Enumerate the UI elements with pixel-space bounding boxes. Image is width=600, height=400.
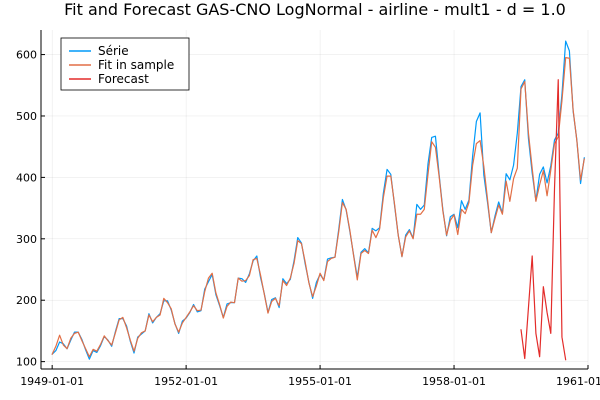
series-line-fit-in-sample: [51, 57, 585, 358]
y-tick-label: 200: [16, 294, 37, 307]
axes: 1949-01-01 1952-01-01 1955-01-01 1958-01-01…: [16, 30, 600, 388]
y-tick-label: 300: [16, 233, 37, 246]
y-tick-label: 100: [16, 356, 37, 369]
legend-box: [60, 37, 190, 91]
grid: [41, 30, 589, 369]
chart-title: Fit and Forecast GAS-CNO LogNormal - air…: [64, 0, 566, 19]
x-tick-label: 1961-01-01: [556, 375, 600, 388]
y-tick-label: 400: [16, 171, 37, 184]
legend-label: Fit in sample: [98, 58, 174, 72]
y-tick-label: 500: [16, 110, 37, 123]
legend-label: Série: [98, 44, 129, 58]
y-tick-label: 600: [16, 49, 37, 62]
legend-label: Forecast: [98, 72, 149, 86]
x-tick-label: 1958-01-01: [422, 375, 486, 388]
series-line-forecast: [520, 79, 567, 361]
x-tick-label: 1952-01-01: [154, 375, 218, 388]
series-group: [51, 40, 585, 361]
x-tick-label: 1955-01-01: [288, 375, 352, 388]
x-tick-label: 1949-01-01: [20, 375, 84, 388]
